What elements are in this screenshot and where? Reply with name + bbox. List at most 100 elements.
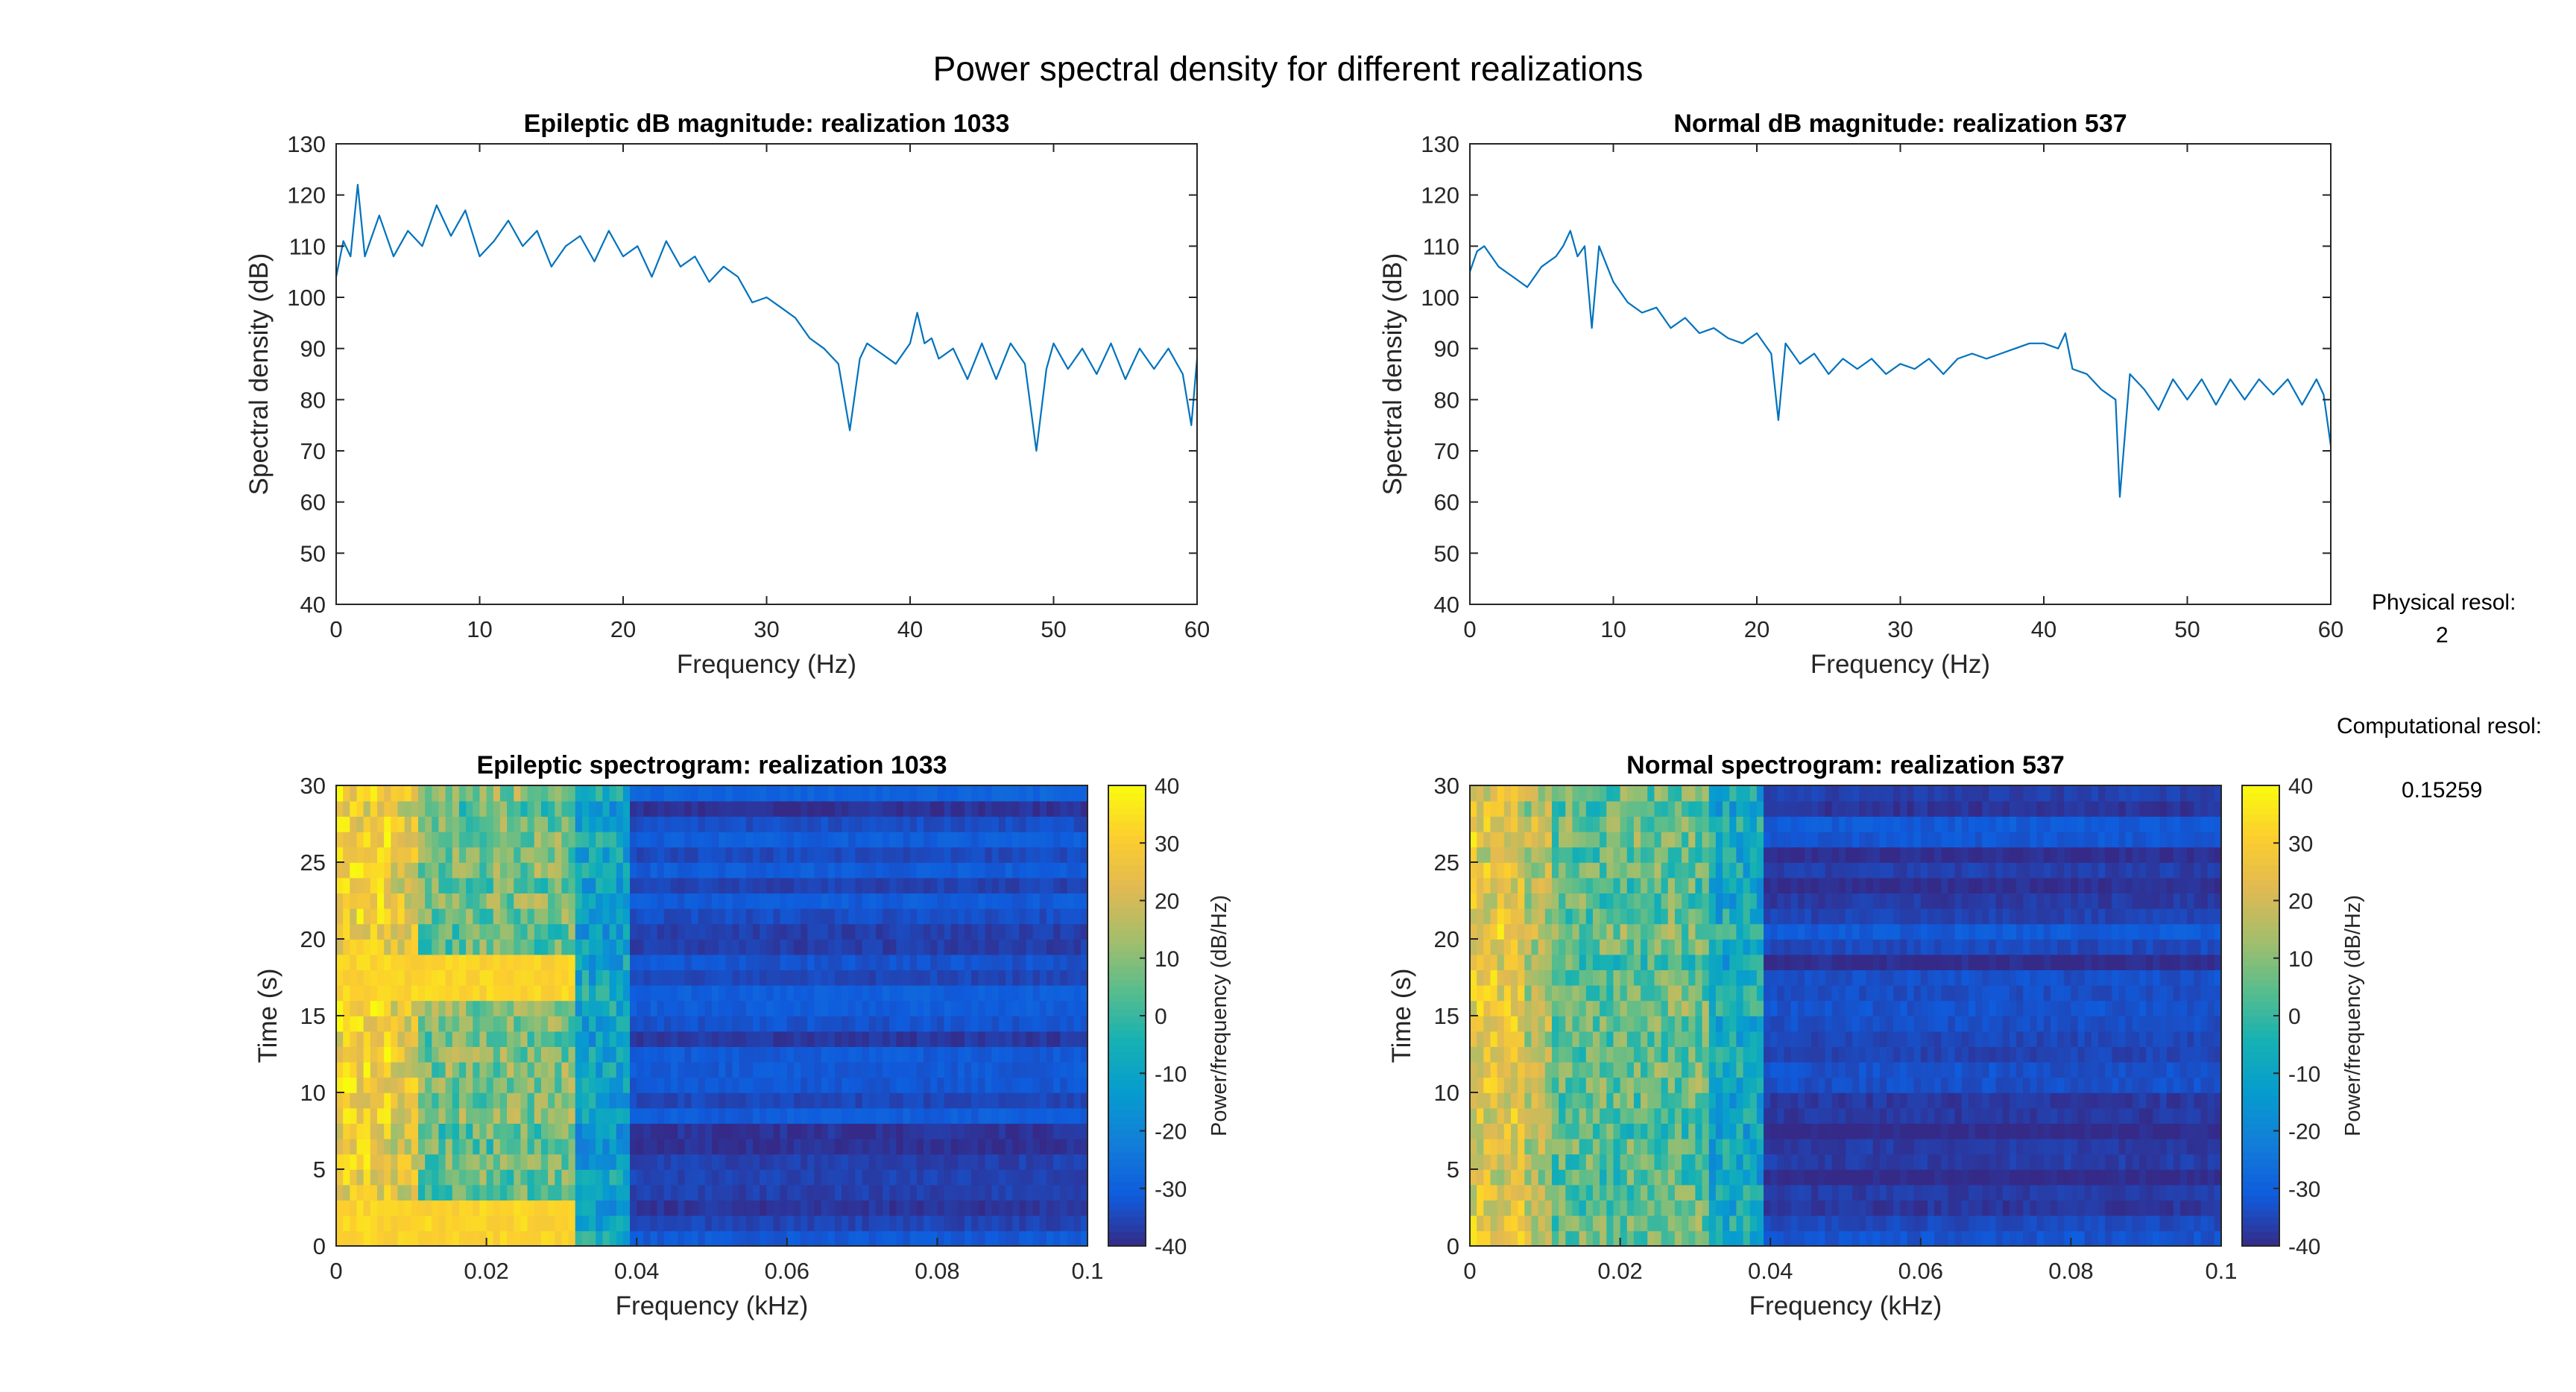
spectrogram-cell	[950, 1230, 959, 1247]
spectrogram-cell	[581, 984, 590, 1002]
spectrogram-cell	[2077, 1215, 2086, 1232]
spectrogram-cell	[691, 1184, 699, 1200]
spectrogram-cell	[630, 1046, 637, 1063]
spectrogram-cell	[493, 1154, 501, 1170]
spectrogram-cell	[1032, 800, 1041, 817]
spectrogram-cell	[1559, 1184, 1567, 1200]
spectrogram-cell	[827, 1123, 836, 1139]
spectrogram-cell	[350, 785, 358, 802]
spectrogram-cell	[773, 1046, 781, 1063]
spectrogram-cell	[965, 1138, 973, 1155]
spectrogram-cell	[411, 1184, 419, 1200]
spectrogram-cell	[609, 923, 617, 940]
spectrogram-cell	[458, 923, 467, 940]
spectrogram-cell	[1743, 1092, 1751, 1109]
spectrogram-cell	[1941, 1077, 1949, 1093]
spectrogram-cell	[712, 1107, 719, 1124]
spectrogram-cell	[691, 1169, 699, 1186]
spectrogram-cell	[411, 831, 419, 848]
spectrogram-cell	[760, 908, 768, 925]
spectrogram-cell	[568, 800, 576, 817]
spectrogram-cell	[1572, 1230, 1580, 1247]
spectrogram-cell	[1073, 969, 1082, 986]
spectrogram-cell	[568, 939, 576, 955]
spectrogram-cell	[534, 1031, 542, 1047]
spectrogram-cell	[1073, 1077, 1082, 1093]
spectrogram-cell	[719, 1046, 727, 1063]
spectrogram-cell	[520, 1138, 528, 1155]
spectrogram-cell	[1702, 1107, 1710, 1124]
spectrogram-cell	[1544, 1230, 1553, 1247]
spectrogram-cell	[1012, 1077, 1020, 1093]
spectrogram-cell	[425, 908, 433, 925]
spectrogram-cell	[479, 908, 487, 925]
spectrogram-cell	[445, 939, 453, 955]
spectrogram-cell	[930, 954, 938, 970]
spectrogram-cell	[2146, 1138, 2154, 1155]
spectrogram-cell	[397, 1046, 405, 1063]
spectrogram-cell	[814, 1184, 822, 1200]
spectrogram-cell	[2050, 1215, 2058, 1232]
spectrogram-cell	[417, 1016, 426, 1032]
spectrogram-cell	[1866, 1046, 1874, 1063]
spectrogram-cell	[2207, 1230, 2215, 1247]
spectrogram-cell	[548, 1092, 556, 1109]
spectrogram-cell	[507, 908, 515, 925]
spectrogram-cell	[2153, 1138, 2161, 1155]
spectrogram-cell	[473, 1215, 481, 1232]
spectrogram-cell	[1866, 1107, 1874, 1124]
spectrogram-cell	[1831, 1169, 1840, 1186]
spectrogram-cell	[862, 969, 870, 986]
spectrogram-cell	[725, 1031, 733, 1047]
spectrogram-cell	[1948, 1154, 1956, 1170]
spectrogram-cell	[1032, 1031, 1041, 1047]
spectrogram-cell	[1026, 908, 1034, 925]
spectrogram-cell	[1805, 1092, 1812, 1109]
spectrogram-cell	[855, 1077, 863, 1093]
spectrogram-cell	[432, 1077, 440, 1093]
spectrogram-cell	[1975, 1092, 1983, 1109]
spectrogram-cell	[848, 1046, 856, 1063]
spectrogram-cell	[786, 1230, 795, 1247]
spectrogram-cell	[916, 831, 924, 848]
spectrogram-cell	[1975, 1200, 1983, 1216]
spectrogram-cell	[438, 969, 446, 986]
spectrogram-cell	[855, 1230, 863, 1247]
spectrogram-cell	[978, 893, 986, 909]
spectrogram-cell	[1688, 1031, 1696, 1047]
spectrogram-cell	[514, 954, 522, 970]
spectrogram-cell	[336, 862, 344, 879]
spectrogram-cell	[965, 1123, 973, 1139]
spectrogram-cell	[1872, 1138, 1881, 1155]
spectrogram-cell	[1490, 1184, 1498, 1200]
spectrogram-cell	[719, 893, 727, 909]
spectrogram-cell	[1927, 1061, 1935, 1078]
spectrogram-cell	[991, 969, 1000, 986]
spectrogram-cell	[1846, 1169, 1853, 1186]
spectrogram-cell	[343, 984, 351, 1002]
spectrogram-cell	[1060, 877, 1068, 893]
spectrogram-cell	[520, 954, 528, 970]
spectrogram-cell	[698, 1031, 706, 1047]
spectrogram-cell	[343, 923, 351, 940]
spectrogram-cell	[384, 847, 392, 863]
spectrogram-cell	[827, 862, 836, 879]
spectrogram-cell	[889, 1123, 897, 1139]
spectrogram-cell	[1544, 1046, 1553, 1063]
spectrogram-cell	[363, 877, 371, 893]
spectrogram-cell	[657, 893, 665, 909]
spectrogram-cell	[1968, 1123, 1976, 1139]
spectrogram-cell	[671, 969, 678, 986]
spectrogram-cell	[555, 1169, 563, 1186]
spectrogram-cell	[684, 984, 692, 1002]
spectrogram-cell	[1797, 1123, 1805, 1139]
spectrogram-cell	[473, 1077, 481, 1093]
spectrogram-cell	[2071, 1138, 2079, 1155]
spectrogram-cell	[2050, 1230, 2058, 1247]
spectrogram-cell	[2009, 1138, 2017, 1155]
spectrogram-cell	[609, 1184, 617, 1200]
spectrogram-cell	[752, 1061, 760, 1078]
spectrogram-cell	[466, 800, 474, 817]
spectrogram-cell	[1667, 1046, 1676, 1063]
spectrogram-cell	[889, 1169, 897, 1186]
